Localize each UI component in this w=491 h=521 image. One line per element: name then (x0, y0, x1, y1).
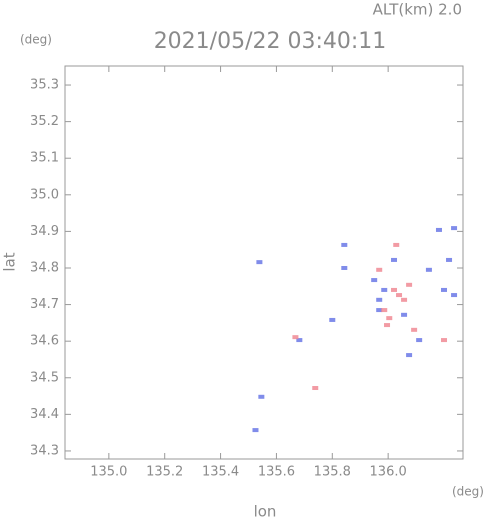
radar-echo (451, 293, 458, 298)
radar-echo (446, 257, 453, 262)
radar-echo (371, 278, 378, 283)
y-tick-label: 35.3 (30, 78, 59, 93)
radar-echo (384, 323, 391, 328)
x-unit: (deg) (452, 485, 484, 499)
radar-echo (401, 297, 408, 302)
radar-echo (341, 265, 348, 270)
x-tick-label: 135.6 (258, 465, 295, 480)
y-tick-label: 34.4 (30, 407, 59, 422)
radar-echo (381, 308, 388, 313)
radar-echo (451, 226, 458, 231)
radar-echo (396, 293, 403, 298)
radar-echo (391, 257, 398, 262)
y-axis-label: lat (1, 252, 19, 271)
y-tick-label: 35.1 (30, 151, 59, 166)
radar-echo (435, 227, 442, 232)
radar-echo (376, 297, 383, 302)
radar-echo (416, 338, 423, 343)
radar-echo (376, 308, 383, 313)
radar-echo (381, 287, 388, 292)
y-tick-label: 34.5 (30, 370, 59, 385)
y-tick-label: 35.0 (30, 187, 59, 202)
radar-echo (341, 242, 348, 247)
x-axis-label: lon (254, 503, 277, 521)
radar-echo (376, 267, 383, 272)
y-tick-label: 34.6 (30, 334, 59, 349)
radar-echo (406, 282, 413, 287)
x-tick-label: 135.0 (90, 465, 127, 480)
y-tick-label: 34.8 (30, 260, 59, 275)
radar-echo (441, 338, 448, 343)
radar-echo (312, 386, 319, 391)
radar-echo (329, 317, 336, 322)
x-tick-label: 136.0 (370, 465, 407, 480)
y-tick-label: 35.2 (30, 114, 59, 129)
radar-echo (411, 327, 418, 332)
radar-echo (401, 312, 408, 317)
x-tick-label: 135.2 (146, 465, 183, 480)
y-tick-label: 34.3 (30, 443, 59, 458)
plot-frame (64, 65, 464, 460)
radar-echo (391, 287, 398, 292)
radar-echo (386, 316, 393, 321)
radar-echo (441, 287, 448, 292)
y-unit: (deg) (20, 33, 52, 47)
radar-echo (292, 335, 299, 340)
radar-echo (393, 242, 400, 247)
radar-echo (406, 353, 413, 358)
radar-echo (296, 338, 303, 343)
x-tick-label: 135.8 (314, 465, 351, 480)
chart-title: 2021/05/22 03:40:11 (154, 29, 387, 54)
radar-echo (256, 260, 263, 265)
y-tick-label: 34.7 (30, 297, 59, 312)
altitude-label: ALT(km) 2.0 (373, 1, 462, 19)
x-tick-label: 135.4 (202, 465, 239, 480)
radar-echo (425, 267, 432, 272)
radar-echo (258, 394, 265, 399)
y-tick-label: 34.9 (30, 224, 59, 239)
radar-echo (252, 428, 259, 433)
